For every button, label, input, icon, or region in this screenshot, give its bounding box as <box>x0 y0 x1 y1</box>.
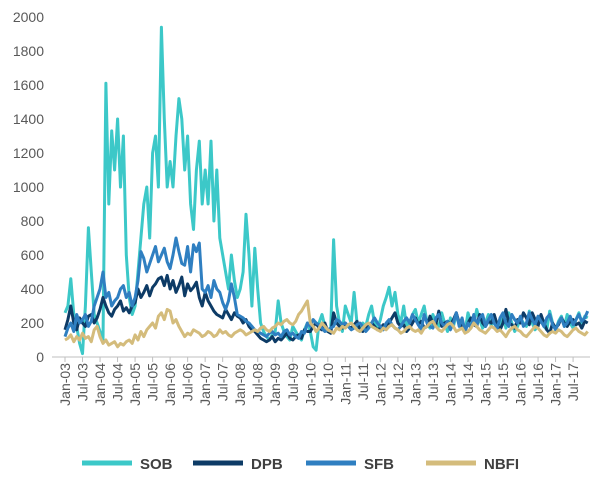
legend-label: NBFI <box>484 456 519 473</box>
y-tick-label: 0 <box>36 349 44 365</box>
x-tick-label: Jan-13 <box>407 363 423 406</box>
y-tick-label: 800 <box>21 213 45 229</box>
x-tick-label: Jul-08 <box>250 363 266 401</box>
x-tick-label: Jul-04 <box>110 363 126 401</box>
x-tick-label: Jan-15 <box>477 363 493 406</box>
y-tick-label: 1800 <box>13 43 44 59</box>
x-tick-label: Jan-06 <box>162 363 178 406</box>
series-line <box>63 25 589 356</box>
x-tick-label: Jan-17 <box>548 363 564 406</box>
x-tick-label: Jul-11 <box>355 363 371 400</box>
legend-label: DPB <box>251 456 283 473</box>
x-tick-label: Jan-16 <box>513 363 529 406</box>
y-tick-label: 1200 <box>13 145 44 161</box>
y-tick-label: 1600 <box>13 77 44 93</box>
x-tick-label: Jul-17 <box>565 363 581 401</box>
y-tick-label: 1000 <box>13 179 44 195</box>
legend-label: SFB <box>364 456 394 473</box>
x-tick-label: Jan-05 <box>127 363 143 406</box>
x-tick-label: Jul-14 <box>460 363 476 401</box>
series-line <box>63 236 590 340</box>
x-tick-label: Jul-05 <box>145 363 161 401</box>
x-tick-label: Jan-14 <box>442 363 458 406</box>
x-tick-label: Jul-07 <box>215 363 231 401</box>
x-tick-label: Jul-15 <box>495 363 511 401</box>
x-tick-label: Jul-13 <box>425 363 441 401</box>
y-tick-label: 600 <box>21 247 45 263</box>
x-tick-label: Jan-10 <box>302 363 318 406</box>
x-tick-label: Jan-08 <box>232 363 248 406</box>
y-tick-label: 200 <box>21 315 45 331</box>
x-tick-label: Jan-03 <box>57 363 73 406</box>
x-tick-label: Jul-10 <box>320 363 336 401</box>
y-tick-label: 2000 <box>13 9 44 25</box>
x-tick-label: Jan-11 <box>337 363 353 405</box>
x-tick-label: Jul-06 <box>180 363 196 401</box>
x-tick-label: Jul-09 <box>285 363 301 401</box>
x-tick-label: Jul-03 <box>75 363 91 401</box>
x-tick-label: Jan-04 <box>92 363 108 406</box>
legend-label: SOB <box>140 456 173 473</box>
series-line <box>64 299 589 349</box>
y-tick-label: 400 <box>21 281 45 297</box>
x-tick-label: Jan-12 <box>372 363 388 406</box>
y-tick-label: 1400 <box>13 111 44 127</box>
x-tick-label: Jul-12 <box>390 363 406 401</box>
x-tick-label: Jan-07 <box>197 363 213 406</box>
x-tick-label: Jan-09 <box>267 363 283 406</box>
x-tick-label: Jul-16 <box>530 363 546 401</box>
